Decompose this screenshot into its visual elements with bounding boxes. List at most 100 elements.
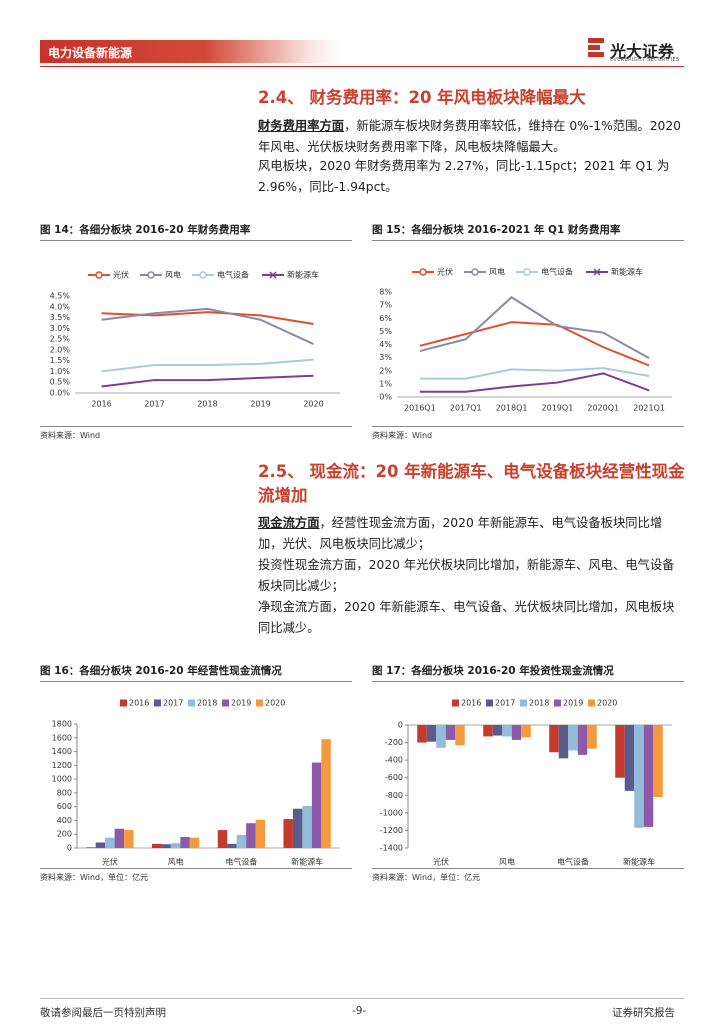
- y-tick-label: 0: [67, 844, 72, 853]
- series-line: [101, 358, 314, 373]
- y-tick-label: 6%: [379, 314, 392, 323]
- chart-title: 图 15：各细分板块 2016-2021 年 Q1 财务费用率: [372, 222, 684, 241]
- x-tick-label: 2020: [303, 400, 323, 409]
- x-tick-label: 电气设备: [557, 857, 589, 867]
- y-tick-label: 4.0%: [50, 302, 71, 311]
- legend-marker: [593, 268, 601, 276]
- y-tick-label: 2%: [379, 366, 392, 375]
- bar: [445, 725, 456, 740]
- legend-label: 新能源车: [287, 270, 319, 280]
- y-tick-label: 1.0%: [50, 367, 71, 376]
- bar: [502, 725, 512, 737]
- y-tick-label: 600: [57, 802, 72, 811]
- legend-label: 2016: [129, 699, 149, 708]
- x-tick-label: 2019Q1: [542, 404, 574, 413]
- legend-swatch: [452, 699, 459, 707]
- series-line: [101, 307, 314, 345]
- bar: [283, 819, 293, 848]
- bar: [236, 834, 247, 848]
- series-line: [101, 311, 314, 326]
- y-tick-label: 1600: [52, 733, 72, 742]
- y-tick-label: 3.0%: [50, 324, 71, 333]
- legend-swatch: [154, 699, 161, 707]
- bar: [217, 830, 228, 848]
- x-tick-label: 2017: [144, 400, 164, 409]
- legend-swatch: [120, 699, 127, 707]
- paragraph-text: 净现金流方面，2020 年新能源车、电气设备、光伏板块同比增加，风电板块同比减少…: [258, 600, 675, 635]
- header-bar: [40, 40, 340, 63]
- y-tick-label: -600: [385, 773, 403, 782]
- y-tick-label: 1400: [52, 747, 72, 756]
- logo-text: 光大证券: [610, 42, 675, 61]
- x-tick-label: 新能源车: [623, 857, 655, 867]
- bar: [95, 842, 106, 848]
- bar: [634, 725, 644, 828]
- bar: [483, 725, 493, 737]
- header-rule: [40, 66, 684, 67]
- y-tick-label: 2.5%: [50, 335, 71, 344]
- bar: [436, 725, 446, 748]
- y-tick-label: -1000: [380, 808, 403, 817]
- legend-label: 光伏: [437, 267, 453, 277]
- bar: [643, 725, 654, 827]
- bar: [492, 725, 503, 736]
- bar: [615, 725, 625, 778]
- chart-source: 资料来源：Wind，单位：亿元: [40, 868, 352, 883]
- paragraph: 现金流方面，经营性现金流方面，2020 年新能源车、电气设备板块同比增加，光伏、…: [258, 513, 684, 555]
- legend-swatch: [486, 699, 493, 707]
- paragraph-lead: 财务费用率方面: [258, 119, 345, 133]
- series-line: [419, 295, 650, 360]
- bar: [321, 739, 331, 848]
- page-number: -9-: [352, 1005, 367, 1017]
- chart-source: 资料来源：Wind: [40, 426, 352, 441]
- legend-swatch: [256, 699, 263, 707]
- bar: [161, 844, 171, 848]
- y-tick-label: 0.0%: [50, 389, 71, 398]
- bar: [151, 843, 162, 848]
- chart-source: 资料来源：Wind，单位：亿元: [372, 868, 684, 883]
- paragraph-text: ，新能源车板块财务费用率较低，维持在 0%-1%范围。2020 年风电、光伏板块…: [258, 119, 681, 154]
- legend-marker: [523, 268, 531, 276]
- bar: [624, 725, 635, 791]
- bar: [558, 725, 569, 759]
- y-tick-label: -800: [385, 791, 403, 800]
- chart: 0% 1% 2% 3% 4% 5% 6% 7% 8% 2016Q1 2017Q1 2018Q1 2019…: [379, 267, 672, 413]
- series-line: [419, 367, 650, 380]
- x-tick-label: 风电: [168, 857, 184, 867]
- y-tick-label: 1200: [52, 761, 72, 770]
- legend-swatch: [588, 699, 595, 707]
- y-tick-label: 800: [57, 788, 72, 797]
- y-tick-label: -200: [385, 738, 403, 747]
- bar: [114, 828, 125, 848]
- legend-label: 风电: [489, 267, 505, 277]
- y-tick-label: 3%: [379, 353, 392, 362]
- legend-label: 2019: [563, 699, 583, 708]
- x-tick-label: 2016: [91, 400, 111, 409]
- section-heading: 2.4、 财务费用率：20 年风电板块降幅最大: [258, 88, 586, 107]
- bar: [255, 819, 266, 848]
- y-tick-label: -400: [385, 756, 403, 765]
- bar: [180, 836, 190, 848]
- bar: [417, 725, 427, 743]
- legend-label: 电气设备: [541, 267, 573, 277]
- legend-label: 2018: [197, 699, 217, 708]
- x-tick-label: 2017Q1: [450, 404, 482, 413]
- legend-label: 光伏: [113, 270, 129, 280]
- chart-source: 资料来源：Wind: [372, 426, 684, 441]
- y-tick-label: 7%: [379, 301, 392, 310]
- y-tick-label: 1000: [52, 775, 72, 784]
- legend-label: 风电: [165, 270, 181, 280]
- x-tick-label: 2018: [197, 400, 217, 409]
- legend-label: 2017: [495, 699, 515, 708]
- legend-marker: [269, 271, 277, 279]
- bar: [568, 725, 578, 751]
- x-tick-label: 电气设备: [225, 857, 257, 867]
- bar: [426, 725, 437, 742]
- bar: [170, 843, 181, 848]
- paragraph-text: 投资性现金流方面，2020 年光伏板块同比增加，新能源车、风电、电气设备板块同比…: [258, 558, 675, 593]
- legend-swatch: [554, 699, 561, 707]
- y-tick-label: 3.5%: [50, 313, 71, 322]
- bar: [455, 725, 465, 746]
- x-tick-label: 2019: [250, 400, 270, 409]
- x-tick-label: 2018Q1: [496, 404, 528, 413]
